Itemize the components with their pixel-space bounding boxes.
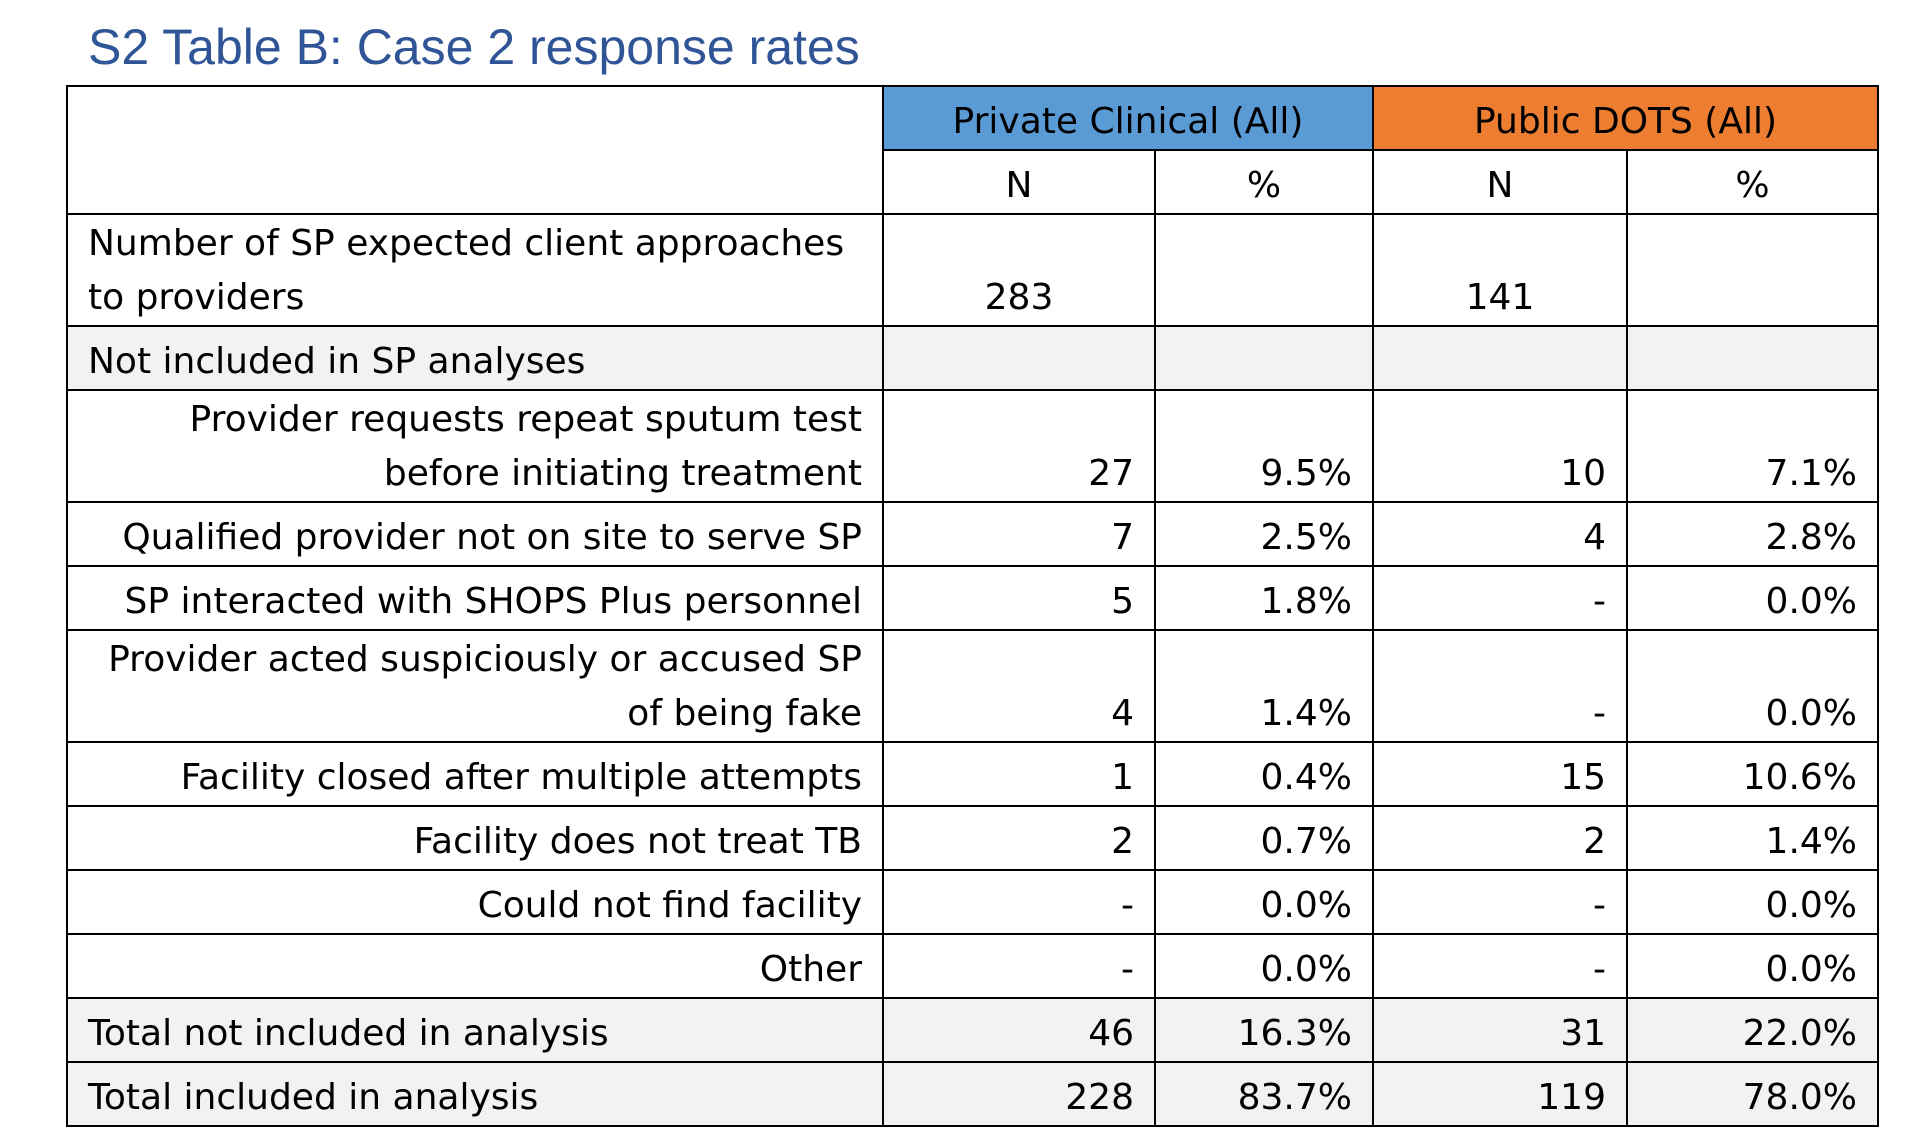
response-rates-table: Private Clinical (All) Public DOTS (All)…: [66, 85, 1880, 1127]
private-pct-cell: 2.5%: [1154, 501, 1374, 567]
table-row: Qualified provider not on site to serve …: [66, 501, 1880, 567]
private-n-cell: 46: [882, 997, 1156, 1063]
private-pct-cell: 9.5%: [1154, 389, 1374, 503]
header-public-pct: %: [1625, 149, 1880, 215]
public-pct-cell: 2.8%: [1625, 501, 1880, 567]
row-label-line1: Number of SP expected client approaches: [88, 223, 845, 264]
public-n-cell: 4: [1372, 501, 1628, 567]
private-pct-cell: 16.3%: [1154, 997, 1374, 1063]
row-label: Facility closed after multiple attempts: [66, 741, 884, 807]
row-label: Provider acted suspiciously or accused S…: [66, 629, 884, 743]
public-n-cell: -: [1372, 933, 1628, 999]
private-pct-cell: 1.8%: [1154, 565, 1374, 631]
private-pct-cell: 0.0%: [1154, 933, 1374, 999]
private-pct-cell: [1154, 325, 1374, 391]
table-row-total: Total not included in analysis 46 16.3% …: [66, 997, 1880, 1063]
public-n-cell: 119: [1372, 1061, 1628, 1127]
public-n-cell: -: [1372, 869, 1628, 935]
private-n-cell: 2: [882, 805, 1156, 871]
row-label: Total included in analysis: [66, 1061, 884, 1127]
row-label-line2: before initiating treatment: [383, 453, 862, 494]
table-row: Provider acted suspiciously or accused S…: [66, 629, 1880, 743]
row-label: Provider requests repeat sputum test bef…: [66, 389, 884, 503]
public-pct-cell: 0.0%: [1625, 869, 1880, 935]
header-row-groups: Private Clinical (All) Public DOTS (All): [66, 85, 1880, 215]
header-public-dots: Public DOTS (All): [1371, 85, 1880, 151]
private-n-cell: 4: [882, 629, 1156, 743]
row-label: Facility does not treat TB: [66, 805, 884, 871]
private-n-cell: [882, 325, 1156, 391]
public-pct-cell: [1625, 325, 1880, 391]
row-label-line1: Provider acted suspiciously or accused S…: [108, 639, 862, 680]
public-pct-cell: 1.4%: [1625, 805, 1880, 871]
row-label: Not included in SP analyses: [66, 325, 884, 391]
private-pct-cell: 83.7%: [1154, 1061, 1374, 1127]
table-row: Facility does not treat TB 2 0.7% 2 1.4%: [66, 805, 1880, 871]
public-pct-cell: 78.0%: [1625, 1061, 1880, 1127]
header-private-n: N: [882, 149, 1156, 215]
header-row-sub: N % N %: [67, 149, 1880, 215]
private-pct-cell: 0.4%: [1154, 741, 1374, 807]
private-n-cell: -: [882, 933, 1156, 999]
private-n-cell: 228: [882, 1061, 1156, 1127]
public-pct-cell: 0.0%: [1625, 933, 1880, 999]
table-row: Number of SP expected client approaches …: [66, 213, 1880, 327]
private-n-cell: 1: [882, 741, 1156, 807]
public-n-cell: -: [1372, 629, 1628, 743]
header-private-clinical: Private Clinical (All): [882, 85, 1374, 151]
public-pct-cell: [1625, 213, 1880, 327]
row-label-line1: Provider requests repeat sputum test: [189, 399, 863, 440]
table-row-total: Total included in analysis 228 83.7% 119…: [66, 1061, 1880, 1127]
table-row: Could not find facility - 0.0% - 0.0%: [66, 869, 1880, 935]
private-pct-cell: [1154, 213, 1374, 327]
row-label-line2: to providers: [88, 277, 305, 318]
public-n-cell: 15: [1372, 741, 1628, 807]
public-pct-cell: 22.0%: [1625, 997, 1880, 1063]
public-pct-cell: 0.0%: [1625, 565, 1880, 631]
private-pct-cell: 1.4%: [1154, 629, 1374, 743]
private-n-cell: 7: [882, 501, 1156, 567]
table-row: Provider requests repeat sputum test bef…: [66, 389, 1880, 503]
public-n-cell: 10: [1372, 389, 1628, 503]
table-row-section: Not included in SP analyses: [66, 325, 1880, 391]
public-pct-cell: 0.0%: [1625, 629, 1880, 743]
private-n-cell: 283: [882, 213, 1156, 327]
header-private-pct: %: [1154, 149, 1374, 215]
table-row: SP interacted with SHOPS Plus personnel …: [66, 565, 1880, 631]
private-n-cell: 5: [882, 565, 1156, 631]
row-label: Qualified provider not on site to serve …: [66, 501, 884, 567]
private-pct-cell: 0.0%: [1154, 869, 1374, 935]
header-blank-cell: [66, 85, 884, 215]
table-title: S2 Table B: Case 2 response rates: [88, 19, 860, 75]
row-label: SP interacted with SHOPS Plus personnel: [66, 565, 884, 631]
public-pct-cell: 10.6%: [1625, 741, 1880, 807]
table-row: Facility closed after multiple attempts …: [66, 741, 1880, 807]
row-label: Could not find facility: [66, 869, 884, 935]
public-n-cell: 31: [1372, 997, 1628, 1063]
public-n-cell: 2: [1372, 805, 1628, 871]
public-n-cell: 141: [1372, 213, 1628, 327]
row-label: Other: [66, 933, 884, 999]
header-public-n: N: [1372, 149, 1628, 215]
row-label: Number of SP expected client approaches …: [66, 213, 884, 327]
public-n-cell: [1372, 325, 1628, 391]
table-row: Other - 0.0% - 0.0%: [66, 933, 1880, 999]
public-n-cell: -: [1372, 565, 1628, 631]
public-pct-cell: 7.1%: [1625, 389, 1880, 503]
private-pct-cell: 0.7%: [1154, 805, 1374, 871]
row-label-line2: of being fake: [627, 693, 862, 734]
row-label: Total not included in analysis: [66, 997, 884, 1063]
private-n-cell: -: [882, 869, 1156, 935]
private-n-cell: 27: [882, 389, 1156, 503]
